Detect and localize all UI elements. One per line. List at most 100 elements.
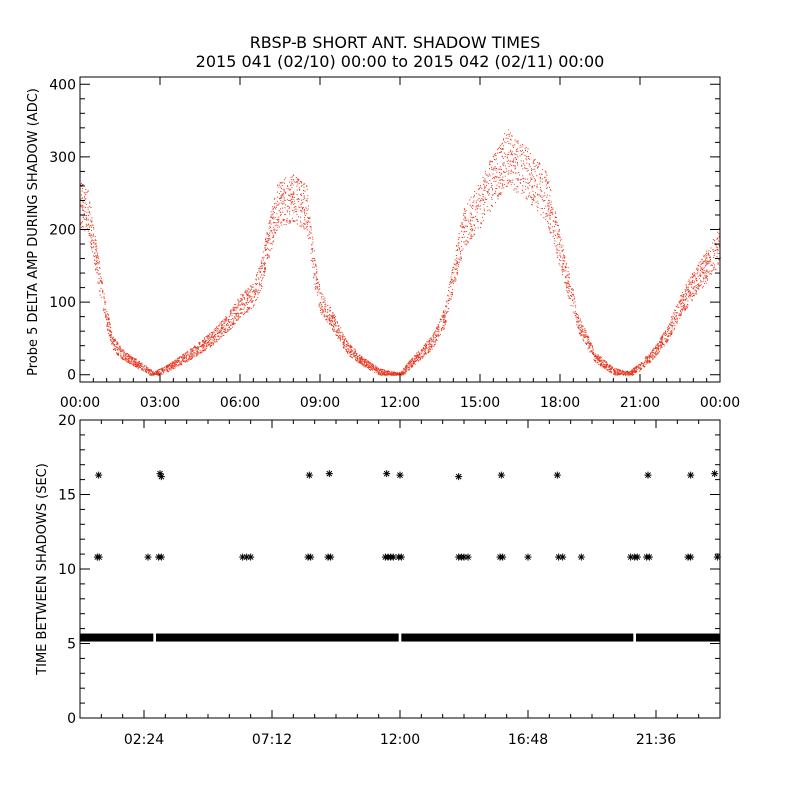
amplitude-point	[401, 370, 403, 372]
amplitude-point	[464, 231, 466, 233]
amplitude-point	[370, 368, 372, 370]
amplitude-point	[314, 273, 316, 275]
amplitude-point	[640, 367, 642, 369]
amplitude-point	[343, 340, 345, 342]
amplitude-point	[706, 250, 708, 252]
amplitude-point	[114, 338, 116, 340]
amplitude-point	[167, 370, 169, 372]
amplitude-point	[259, 276, 261, 278]
amplitude-point	[244, 311, 246, 313]
amplitude-point	[577, 326, 579, 328]
amplitude-point	[148, 371, 150, 373]
amplitude-point	[706, 252, 707, 254]
amplitude-point	[314, 275, 316, 277]
amplitude-point	[92, 251, 93, 253]
amplitude-point	[419, 354, 421, 356]
amplitude-point	[384, 371, 386, 372]
amplitude-point	[424, 345, 426, 347]
amplitude-point	[174, 363, 176, 364]
amplitude-point	[675, 321, 676, 322]
amplitude-point	[153, 372, 155, 374]
amplitude-point	[327, 318, 329, 320]
amplitude-point	[716, 237, 718, 239]
amplitude-point	[437, 336, 439, 338]
amplitude-point	[305, 222, 307, 224]
amplitude-point	[318, 288, 320, 290]
amplitude-point	[410, 363, 412, 365]
amplitude-point	[586, 336, 588, 338]
amplitude-point	[435, 340, 437, 342]
amplitude-point	[669, 331, 671, 333]
amplitude-point	[714, 243, 716, 245]
amplitude-point	[630, 370, 632, 372]
amplitude-point	[443, 320, 445, 322]
amplitude-point	[497, 198, 499, 200]
amplitude-point	[187, 360, 189, 362]
amplitude-point	[235, 313, 237, 315]
amplitude-point	[330, 320, 331, 322]
amplitude-point	[336, 335, 338, 336]
amplitude-point	[467, 226, 469, 228]
amplitude-point	[550, 201, 552, 203]
amplitude-point	[556, 224, 558, 226]
amplitude-point	[316, 279, 318, 281]
amplitude-point	[558, 236, 560, 238]
amplitude-point	[356, 356, 358, 358]
amplitude-point	[191, 349, 193, 351]
amplitude-point	[198, 346, 200, 348]
amplitude-point	[100, 276, 102, 278]
amplitude-point	[557, 225, 559, 227]
amplitude-point	[634, 372, 636, 373]
amplitude-point	[536, 186, 538, 188]
amplitude-point	[656, 346, 658, 348]
amplitude-point	[520, 151, 522, 153]
amplitude-point	[636, 365, 638, 367]
amplitude-point	[311, 248, 313, 250]
amplitude-point	[542, 178, 543, 180]
amplitude-point	[226, 331, 228, 333]
amplitude-point	[92, 247, 94, 248]
amplitude-point	[241, 312, 243, 314]
amplitude-point	[467, 237, 469, 239]
amplitude-point	[680, 301, 682, 303]
amplitude-point	[513, 153, 515, 155]
amplitude-point	[85, 198, 87, 200]
amplitude-point	[383, 371, 385, 373]
amplitude-point	[183, 355, 185, 357]
amplitude-point	[178, 365, 180, 367]
amplitude-point	[114, 348, 115, 350]
amplitude-point	[280, 221, 282, 223]
amplitude-point	[290, 179, 292, 181]
amplitude-point	[506, 156, 508, 158]
amplitude-point	[231, 321, 233, 323]
amplitude-point	[94, 256, 95, 258]
amplitude-point	[365, 361, 367, 363]
amplitude-point	[252, 286, 254, 288]
amplitude-point	[576, 321, 578, 322]
amplitude-point	[652, 351, 654, 353]
amplitude-point	[549, 215, 551, 217]
amplitude-point	[272, 208, 274, 210]
amplitude-point	[568, 289, 570, 291]
amplitude-point	[613, 372, 615, 374]
amplitude-point	[498, 146, 500, 148]
amplitude-point	[584, 336, 586, 338]
amplitude-point	[656, 352, 658, 354]
amplitude-point	[499, 176, 501, 178]
amplitude-point	[211, 334, 213, 336]
amplitude-point	[703, 255, 705, 257]
amplitude-point	[347, 348, 349, 349]
amplitude-point	[495, 176, 497, 178]
amplitude-point	[90, 234, 92, 236]
amplitude-point	[601, 363, 603, 365]
amplitude-point	[328, 318, 330, 320]
amplitude-point	[626, 371, 628, 373]
amplitude-point	[647, 357, 649, 359]
amplitude-point	[276, 200, 278, 202]
amplitude-point	[665, 331, 666, 333]
amplitude-point	[237, 298, 239, 300]
amplitude-point	[110, 331, 112, 333]
amplitude-point	[134, 365, 136, 367]
amplitude-point	[461, 223, 463, 225]
amplitude-point	[279, 182, 281, 184]
